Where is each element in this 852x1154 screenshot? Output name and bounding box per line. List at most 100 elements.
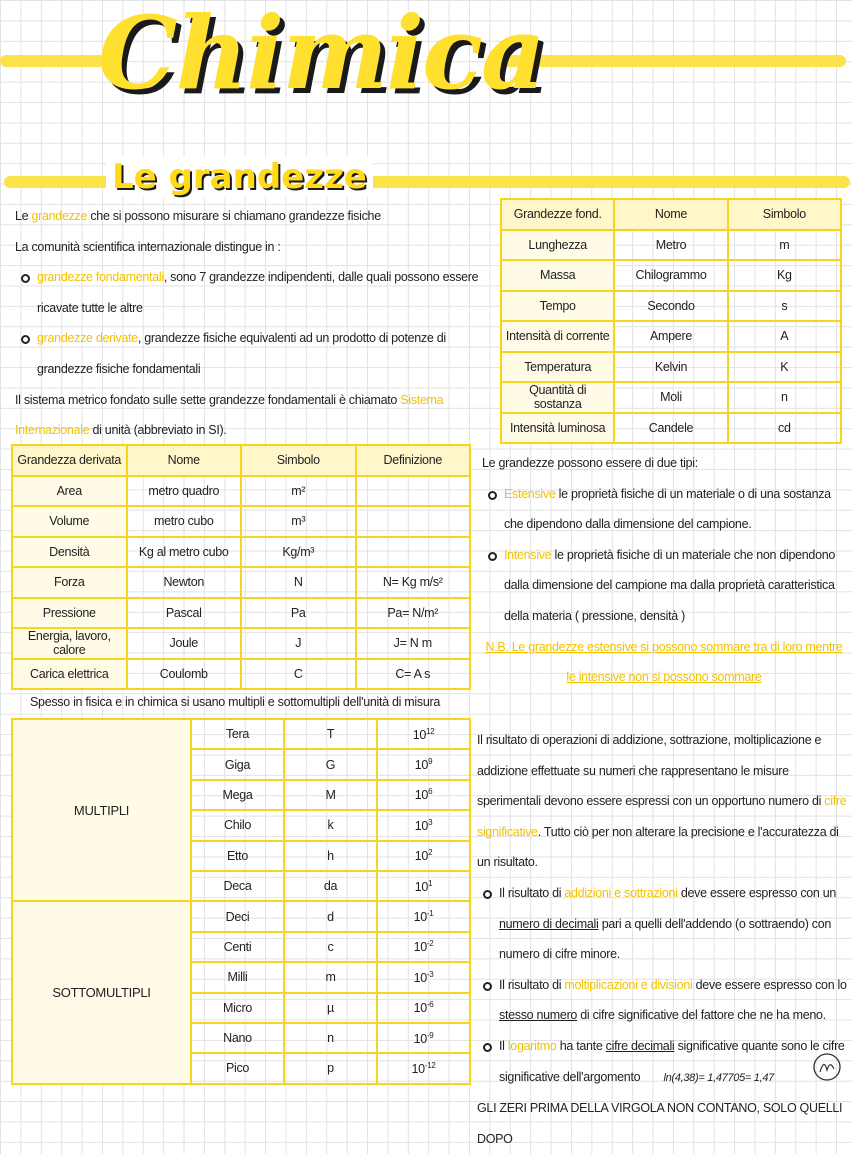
symbol-cell: p [283, 1052, 378, 1085]
power-cell: 109 [376, 748, 471, 781]
prefix-cell: Deca [190, 869, 285, 903]
text-segment: , sono 7 grandezze indipendenti, dalle q… [37, 270, 479, 315]
text-segment: La comunità scientifica internazionale d… [15, 239, 281, 254]
table-cell: Joule [125, 627, 242, 660]
table-cell: J= N m [354, 627, 471, 660]
power-exponent: 6 [428, 787, 433, 797]
table-cell: Chilogrammo [613, 259, 729, 292]
power-exponent: -9 [426, 1030, 434, 1040]
rules-text: Il risultato di operazioni di addizione,… [477, 725, 849, 1154]
table-cell: Area [11, 474, 128, 507]
group-label: SOTTOMULTIPLI [11, 900, 192, 1085]
table-cell: Kg/m³ [240, 535, 357, 568]
symbol-cell: n [283, 1021, 378, 1055]
power-base: 10 [414, 818, 429, 833]
table-cell: Densità [11, 535, 128, 568]
table-cell: N= Kg m/s² [354, 566, 471, 599]
power-cell: 10-1 [376, 900, 471, 933]
multiples-caption: Spesso in fisica e in chimica si usano m… [30, 695, 441, 709]
table-cell: Forza [11, 566, 128, 599]
power-cell: 103 [376, 809, 471, 842]
symbol-cell: d [283, 900, 378, 933]
derived-table: Grandezza derivata Nome Simbolo Definizione… [11, 444, 471, 690]
power-cell: 1012 [376, 717, 471, 751]
table-row: Volume metro cubo m³ [11, 505, 471, 538]
table-cell [354, 505, 471, 538]
text-segment: numero di decimali [499, 916, 599, 931]
table-cell: Intensità luminosa [499, 411, 616, 444]
text-segment: le proprietà fisiche di un materiale o d… [504, 486, 831, 532]
table-cell: Kelvin [613, 350, 729, 383]
table-cell: C [240, 657, 357, 690]
text-segment: stesso numero [499, 1008, 578, 1023]
text-segment: logaritmo [507, 1038, 557, 1053]
header-cell: Definizione [354, 444, 471, 477]
text-segment: Il risultato di operazioni di addizione,… [477, 733, 825, 809]
table-cell: A [726, 320, 843, 353]
text-segment: Il risultato di [499, 885, 565, 900]
table-row: Carica elettrica Coulomb C C= A s [11, 657, 471, 690]
text-segment: Intensive [504, 547, 552, 562]
table-cell: metro cubo [125, 505, 242, 538]
paragraph: GLI ZERI PRIMA DELLA VIRGOLA NON CONTANO… [477, 1093, 849, 1154]
table-cell: C= A s [354, 657, 471, 690]
table-cell: Massa [499, 259, 616, 292]
power-base: 10 [414, 879, 429, 894]
text-segment: Estensive [504, 486, 556, 501]
power-base: 10 [413, 910, 428, 925]
power-exponent: -6 [426, 1000, 434, 1010]
paragraph: Il risultato di operazioni di addizione,… [477, 725, 849, 878]
text-segment: addizioni e sottrazioni [564, 885, 678, 900]
power-cell: 101 [376, 869, 471, 903]
symbol-cell: c [283, 930, 378, 964]
power-exponent: 9 [428, 757, 433, 766]
table-row: Mega M 106 [12, 778, 471, 812]
table-row: Intensità di corrente Ampere A [499, 320, 843, 353]
power-base: 10 [414, 788, 429, 803]
table-row: Nano n 10-9 [12, 1021, 471, 1055]
text-segment: pari a quelli dell'addendo (o sottraendo… [499, 916, 832, 962]
header-cell: Nome [125, 444, 242, 477]
table-cell: s [726, 289, 843, 322]
power-cell: 10-2 [376, 930, 471, 964]
table-cell: N [240, 566, 357, 599]
table-cell: Pa [240, 596, 357, 629]
text-segment: significative quante sono le cifre signi… [499, 1038, 845, 1084]
power-base: 10 [411, 1062, 426, 1077]
title: Chimica [98, 0, 546, 112]
prefix-cell: Tera [190, 717, 285, 751]
power-exponent: 1 [428, 878, 433, 888]
table-cell: Lunghezza [499, 228, 616, 261]
table-cell: Carica elettrica [11, 657, 128, 690]
power-exponent: -1 [426, 908, 434, 918]
table-row: Densità Kg al metro cubo Kg/m³ [11, 535, 471, 568]
paragraph: Le grandezze che si possono misurare si … [15, 201, 490, 232]
table-cell: m [726, 228, 843, 261]
prefix-cell: Micro [190, 991, 285, 1024]
prefix-cell: Etto [190, 839, 285, 872]
power-base: 10 [414, 849, 429, 864]
paragraph: Estensive le proprietà fisiche di un mat… [482, 479, 846, 540]
header-cell: Simbolo [726, 198, 843, 231]
table-row: Pico p 10-12 [12, 1052, 471, 1085]
section-title: Le grandezze [106, 157, 373, 197]
text-segment: ln(4,38)= 1,47705= 1,47 [663, 1071, 774, 1084]
power-cell: 106 [376, 778, 471, 812]
table-row: Area metro quadro m² [11, 474, 471, 507]
text-segment: cifre decimali [605, 1038, 675, 1053]
table-cell: K [726, 350, 843, 383]
text-segment: , grandezze fisiche equivalenti ad un pr… [37, 331, 446, 376]
power-cell: 10-3 [376, 961, 471, 994]
paragraph: Il risultato di moltiplicazioni e divisi… [477, 970, 849, 1031]
table-cell: Moli [613, 381, 729, 414]
text-segment: Le grandezze possono essere di due tipi: [482, 456, 698, 470]
text-segment: grandezze derivate [37, 331, 138, 346]
intro-text: Le grandezze che si possono misurare si … [15, 201, 490, 446]
table-row: SOTTOMULTIPLI Deci d 10-1 [11, 900, 471, 1085]
paragraph: La comunità scientifica internazionale d… [15, 232, 490, 263]
power-base: 10 [413, 970, 428, 985]
title-band-left [0, 55, 105, 67]
prefix-cell: Giga [190, 748, 285, 781]
table-cell [354, 535, 471, 568]
